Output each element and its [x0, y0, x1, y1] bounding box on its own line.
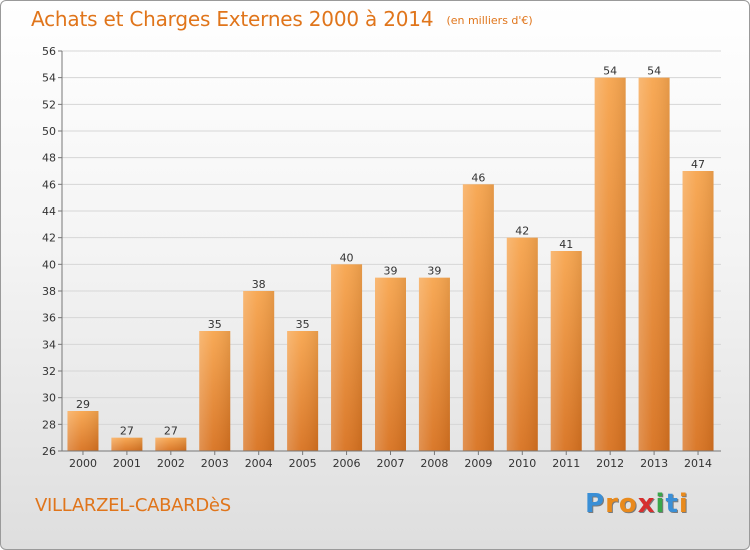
y-tick-label: 48: [42, 152, 56, 165]
value-label-2013: 54: [647, 65, 661, 78]
value-label-2014: 47: [691, 158, 705, 171]
y-tick-label: 40: [42, 258, 56, 271]
x-tick-label: 2001: [113, 457, 141, 470]
axes: [58, 50, 721, 455]
x-tick-label: 2000: [69, 457, 97, 470]
chart-title-block: Achats et Charges Externes 2000 à 2014 (…: [31, 7, 533, 31]
value-label-2012: 54: [603, 65, 617, 78]
bar-shine: [155, 437, 187, 451]
y-tick-label: 36: [42, 312, 56, 325]
y-tick-label: 38: [42, 285, 56, 298]
bar-shine: [331, 264, 363, 451]
bar-shine: [199, 331, 231, 451]
y-tick-label: 46: [42, 178, 56, 191]
bar-shine: [506, 237, 538, 451]
y-tick-label: 28: [42, 418, 56, 431]
value-label-2001: 27: [120, 425, 134, 438]
bars: [67, 77, 714, 452]
value-label-2007: 39: [384, 265, 398, 278]
y-tick-label: 30: [42, 392, 56, 405]
x-tick-label: 2002: [157, 457, 185, 470]
bar-shine: [550, 251, 582, 451]
value-label-2009: 46: [471, 171, 485, 184]
x-tick-label: 2005: [289, 457, 317, 470]
logo-letter: i: [655, 489, 666, 519]
y-tick-label: 32: [42, 365, 56, 378]
bar-shine: [375, 277, 406, 451]
bar-shine: [67, 411, 99, 451]
chart-unit: (en milliers d'€): [446, 14, 533, 27]
bar-shine: [682, 171, 714, 451]
value-label-2010: 42: [515, 225, 529, 238]
x-tick-label: 2004: [245, 457, 273, 470]
y-tick-label: 34: [42, 338, 56, 351]
x-tick-label: 2012: [596, 457, 624, 470]
value-label-2008: 39: [427, 265, 441, 278]
x-tick-label: 2013: [640, 457, 668, 470]
x-tick-label: 2007: [377, 457, 405, 470]
logo-letter: P: [585, 489, 606, 519]
bar-shine: [287, 331, 319, 451]
x-tick-label: 2006: [333, 457, 361, 470]
proxiti-logo: Proxiti: [585, 489, 689, 519]
x-tick-label: 2014: [684, 457, 712, 470]
value-label-2006: 40: [340, 251, 354, 264]
y-tick-label: 50: [42, 125, 56, 138]
commune-name: VILLARZEL-CABARDèS: [35, 495, 231, 516]
y-tick-label: 26: [42, 445, 56, 458]
value-label-2011: 41: [559, 238, 573, 251]
bar-shine: [243, 291, 275, 451]
value-label-2003: 35: [208, 318, 222, 331]
x-tick-label: 2010: [508, 457, 536, 470]
bar-shine: [111, 437, 143, 451]
logo-letter: i: [678, 489, 689, 519]
bar-shine: [594, 77, 626, 452]
y-tick-label: 56: [42, 45, 56, 58]
labels: 26 28 30 32 34 36 38 40 42 44 46 48 50 52 54 56 29 2000 27…: [42, 45, 712, 470]
y-tick-label: 42: [42, 232, 56, 245]
y-tick-label: 54: [42, 72, 56, 85]
y-tick-label: 44: [42, 205, 56, 218]
logo-letter: r: [605, 489, 619, 519]
x-tick-label: 2008: [420, 457, 448, 470]
value-label-2004: 38: [252, 278, 266, 291]
bar-shine: [418, 277, 450, 451]
y-tick-label: 52: [42, 98, 56, 111]
logo-letter: o: [618, 489, 638, 519]
x-tick-label: 2003: [201, 457, 229, 470]
chart-title: Achats et Charges Externes 2000 à 2014: [31, 7, 434, 31]
value-label-2000: 29: [76, 398, 90, 411]
bar-shine: [638, 77, 670, 452]
x-tick-label: 2009: [464, 457, 492, 470]
x-tick-label: 2011: [552, 457, 580, 470]
logo-letter: t: [665, 489, 679, 519]
value-label-2002: 27: [164, 425, 178, 438]
bar-shine: [462, 184, 494, 452]
value-label-2005: 35: [296, 318, 310, 331]
logo-letter: x: [637, 489, 656, 519]
